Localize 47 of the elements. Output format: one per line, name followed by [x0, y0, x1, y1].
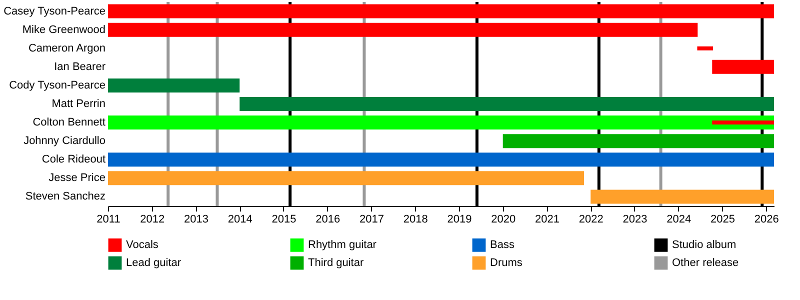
x-tick-label: 2019 — [447, 214, 472, 226]
y-tick-label: Steven Sanchez — [25, 190, 106, 203]
x-tick-label: 2015 — [272, 214, 296, 226]
legend-label: Drums — [490, 257, 523, 269]
legend-label: Bass — [490, 239, 515, 252]
x-tick-label: 2016 — [316, 214, 340, 226]
y-tick-label: Cody Tyson-Pearce — [9, 79, 106, 92]
x-tick-label: 2014 — [228, 214, 252, 226]
x-tick-label: 2023 — [622, 214, 648, 226]
x-tick-label: 2026 — [754, 214, 779, 226]
legend-label: Third guitar — [308, 257, 364, 269]
y-tick-label: Ian Bearer — [54, 60, 106, 73]
legend-label: Other release — [672, 257, 739, 269]
x-tick-label: 2020 — [491, 214, 516, 226]
legend-label: Vocals — [126, 239, 159, 252]
x-tick-label: 2012 — [140, 214, 165, 226]
legend-label: Lead guitar — [126, 257, 182, 269]
y-tick-label: Matt Perrin — [52, 98, 106, 110]
legend-label: Rhythm guitar — [308, 239, 377, 252]
x-tick-label: 2025 — [710, 214, 735, 226]
y-tick-label: Cole Rideout — [42, 154, 106, 166]
x-tick-label: 2017 — [360, 214, 384, 226]
x-tick-label: 2021 — [534, 214, 560, 226]
bar — [108, 78, 240, 92]
x-tick-label: 2018 — [403, 214, 428, 226]
bar — [108, 152, 774, 167]
y-tick-label: Colton Bennett — [32, 116, 106, 129]
bar — [108, 171, 584, 186]
y-tick-label: Jesse Price — [48, 172, 106, 184]
bar — [697, 46, 714, 50]
bar — [502, 134, 774, 148]
y-tick-label: Mike Greenwood — [22, 24, 106, 36]
bar — [108, 116, 774, 130]
y-tick-label: Casey Tyson-Pearce — [4, 5, 106, 18]
y-tick-label: Cameron Argon — [28, 42, 106, 54]
x-tick-label: 2013 — [184, 214, 208, 226]
bar — [712, 120, 774, 125]
legend-label: Studio album — [672, 239, 736, 252]
bar — [108, 4, 774, 18]
bar — [712, 60, 774, 74]
bar — [240, 97, 774, 111]
bar — [590, 190, 774, 204]
x-tick-label: 2011 — [96, 214, 120, 226]
y-tick-label: Johnny Ciardullo — [24, 135, 106, 148]
x-tick-label: 2022 — [578, 214, 604, 226]
bar — [108, 22, 698, 37]
x-tick-label: 2024 — [666, 214, 692, 226]
